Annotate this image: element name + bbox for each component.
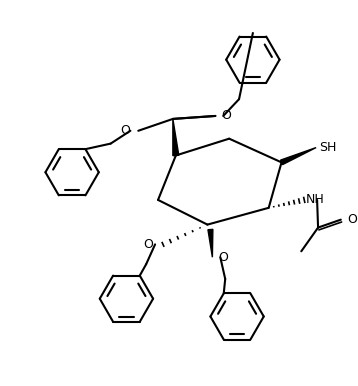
- Polygon shape: [173, 119, 179, 156]
- Text: SH: SH: [319, 141, 337, 154]
- Text: O: O: [218, 251, 228, 264]
- Text: O: O: [348, 213, 358, 226]
- Text: NH: NH: [306, 193, 325, 207]
- Text: O: O: [221, 110, 231, 122]
- Text: O: O: [121, 124, 130, 137]
- Polygon shape: [281, 147, 316, 165]
- Polygon shape: [208, 229, 213, 257]
- Text: O: O: [143, 238, 153, 251]
